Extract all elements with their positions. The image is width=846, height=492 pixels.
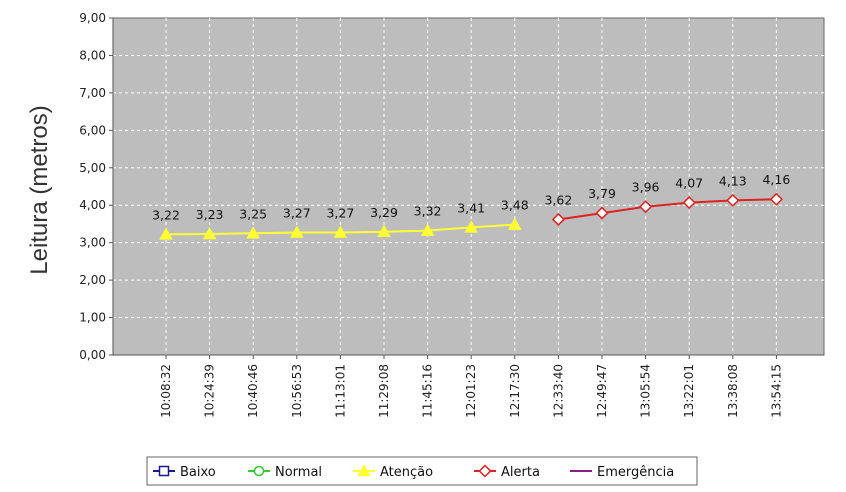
x-tick-label: 10:24:39	[203, 364, 217, 418]
legend-marker	[158, 465, 170, 477]
legend-label: Atenção	[380, 465, 433, 480]
y-tick-label: 4,00	[79, 198, 106, 212]
data-point	[246, 226, 260, 239]
series-group	[159, 192, 783, 240]
y-axis-label: Leitura (metros)	[26, 105, 53, 274]
data-point	[202, 226, 217, 240]
data-point	[508, 217, 522, 230]
x-tick-label: 12:49:47	[595, 364, 609, 418]
legend-marker	[253, 465, 265, 477]
data-label: 4,07	[675, 176, 703, 191]
data-label: 3,79	[588, 186, 616, 201]
plot-area	[112, 17, 825, 356]
data-point	[159, 227, 173, 240]
data-point	[290, 225, 304, 238]
data-point	[769, 192, 783, 206]
data-point	[464, 220, 478, 233]
x-tick-label: 11:29:08	[377, 364, 391, 418]
data-point	[595, 206, 609, 220]
x-tick-label: 11:13:01	[333, 364, 347, 418]
y-tick-label: 3,00	[79, 236, 106, 250]
x-tick-label: 12:01:23	[464, 364, 478, 418]
y-tick-label: 2,00	[79, 273, 106, 287]
y-tick-label: 0,00	[79, 348, 106, 362]
x-tick-label: 10:08:32	[159, 364, 173, 418]
legend-label: Baixo	[180, 465, 216, 480]
x-tick-label: 13:54:15	[769, 364, 783, 418]
data-label: 3,22	[152, 207, 180, 222]
y-tick-label: 5,00	[79, 161, 106, 175]
x-tick-label: 12:17:30	[508, 364, 522, 418]
legend: Baixo Normal Atenção Alerta Emergência	[146, 456, 698, 486]
y-tick-label: 7,00	[79, 86, 106, 100]
grid	[113, 18, 824, 355]
x-tick-label: 12:33:40	[551, 364, 565, 418]
x-tick-label: 13:38:08	[726, 364, 740, 418]
data-label: 3,48	[501, 198, 529, 213]
data-point	[333, 225, 348, 238]
axes: 0,00 1,00 2,00 3,00 4,00 5,00 6,00 7,00 8,00 9,00…	[79, 11, 824, 418]
data-label: 3,41	[457, 200, 485, 215]
legend-marker	[357, 463, 371, 477]
legend-box	[146, 456, 698, 486]
data-label: 3,29	[370, 205, 398, 220]
data-label: 4,13	[719, 173, 747, 188]
data-label: 3,27	[283, 206, 311, 221]
data-label: 3,62	[544, 192, 572, 207]
x-tick-label: 13:05:54	[639, 364, 653, 418]
legend-marker	[478, 464, 492, 478]
legend-label: Emergência	[597, 465, 674, 480]
y-tick-label: 6,00	[79, 123, 106, 137]
data-labels: 3,22 3,23 3,25 3,27 3,27 3,29 3,32 3,41 3,48 3,62…	[152, 172, 790, 222]
data-point	[420, 223, 435, 236]
x-tick-label: 10:40:46	[246, 364, 260, 418]
y-tick-label: 8,00	[79, 48, 106, 62]
y-tick-label: 1,00	[79, 311, 106, 325]
data-label: 3,32	[414, 204, 442, 219]
data-point	[726, 193, 740, 207]
x-tick-label: 13:22:01	[682, 364, 696, 418]
x-tick-label: 10:56:53	[290, 364, 304, 418]
data-point	[551, 212, 565, 227]
data-point	[682, 196, 696, 210]
legend-label: Normal	[275, 465, 322, 480]
data-label: 3,96	[632, 180, 660, 195]
data-label: 3,27	[326, 206, 354, 221]
data-label: 3,25	[239, 206, 267, 221]
data-point	[377, 224, 391, 238]
data-label: 4,16	[762, 172, 790, 187]
data-label: 3,23	[196, 207, 224, 222]
series-line-alerta	[558, 198, 777, 221]
legend-label: Alerta	[501, 465, 540, 480]
y-tick-label: 9,00	[79, 11, 106, 25]
data-point	[639, 200, 653, 214]
x-tick-label: 11:45:16	[421, 364, 435, 418]
